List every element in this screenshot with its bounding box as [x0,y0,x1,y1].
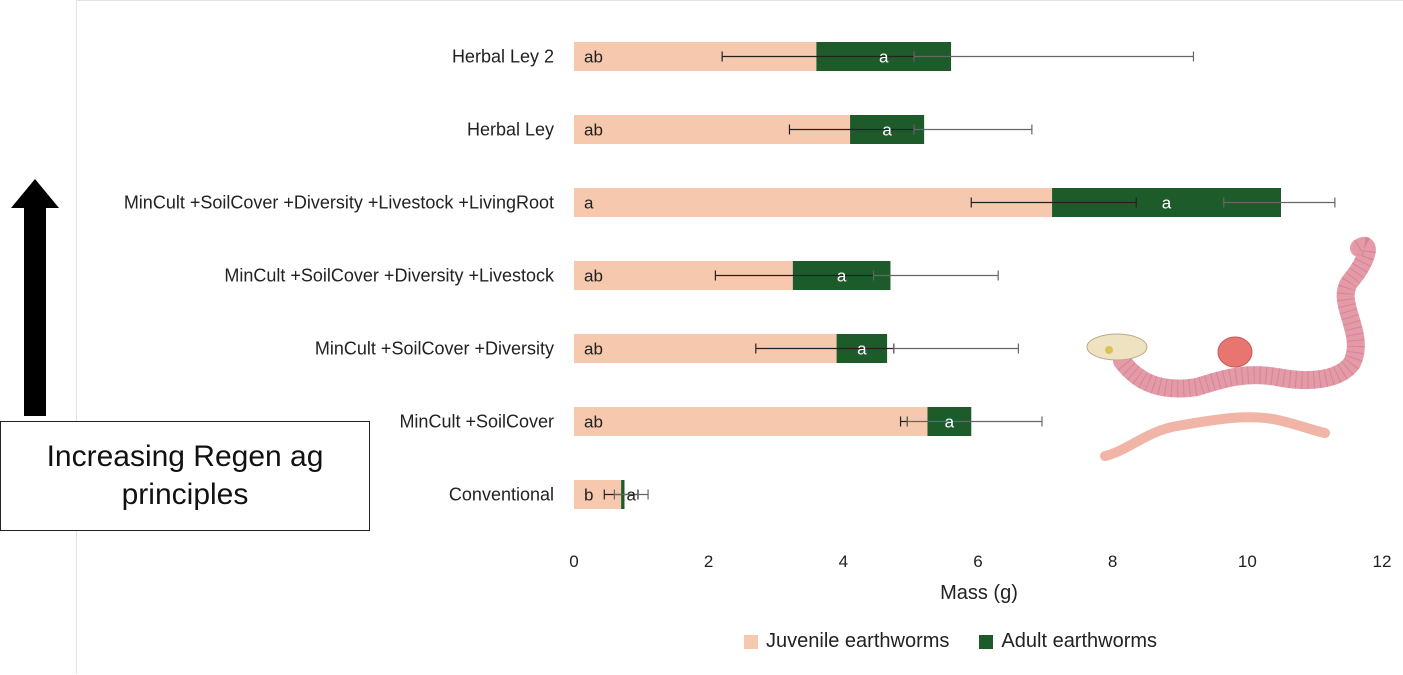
category-labels: Herbal Ley 2 Herbal Ley MinCult +SoilCover… [124,47,555,505]
letter-juvenile: ab [584,413,603,432]
letter-juvenile: ab [584,48,603,67]
letter-adult: a [882,121,892,140]
legend-item-adult: Adult earthworms [979,630,1157,653]
letter-adult: a [627,486,637,505]
x-tick-label: 4 [839,552,848,571]
letter-adult: a [879,48,889,67]
category-label: Conventional [449,485,554,505]
error-bar-juvenile [970,197,1137,208]
letter-juvenile: b [584,486,593,505]
x-tick-label: 0 [569,552,578,571]
increasing-arrow-icon [11,179,59,416]
error-bar-adult [893,343,1020,354]
error-bar-adult [873,270,999,281]
chart-frame: ab a ab a a a ab a ab a ab a b a Herbal Ley 2 Herbal L… [76,0,1403,674]
letter-juvenile: ab [584,267,603,286]
adult-earthworm-icon [1086,237,1376,398]
category-label: MinCult +SoilCover +Diversity [315,339,554,359]
x-tick-label: 8 [1108,552,1117,571]
error-bar-adult [913,51,1195,62]
legend-label-juvenile: Juvenile earthworms [766,630,950,652]
annotation-text: Increasing Regen ag principles [46,440,324,511]
letter-adult: a [1162,194,1172,213]
x-axis-label: Mass (g) [940,582,1018,604]
letter-adult: a [857,340,867,359]
letter-adult: a [945,413,955,432]
bar-juvenile [574,407,928,436]
error-bar-adult [913,124,1033,135]
error-bar-adult [1223,197,1336,208]
error-bar-adult [613,489,649,500]
earthworm-illustration [1086,237,1376,461]
x-tick-label: 2 [704,552,713,571]
legend-swatch-juvenile [744,634,758,649]
letter-juvenile: ab [584,340,603,359]
letter-juvenile: a [584,194,594,213]
category-label: MinCult +SoilCover [399,412,554,432]
letter-juvenile: ab [584,121,603,140]
juvenile-earthworm-icon [1100,412,1330,461]
x-tick-label: 10 [1238,552,1257,571]
legend-label-adult: Adult earthworms [1001,630,1158,652]
significance-letters-layer: ab aab aa aab aab aab ab a [584,48,1172,505]
x-tick-label: 6 [973,552,982,571]
annotation-box: Increasing Regen ag principles [0,421,370,531]
x-tick-label: 12 [1373,552,1392,571]
error-bars-layer [603,51,1336,500]
letter-adult: a [837,267,847,286]
category-label: Herbal Ley 2 [452,47,554,67]
category-label: MinCult +SoilCover +Diversity +Livestock… [124,193,554,213]
error-bar-adult [906,416,1043,427]
x-tick-labels: 0 2 4 6 8 10 12 [569,552,1391,571]
legend-item-juvenile: Juvenile earthworms [744,630,949,653]
category-label: Herbal Ley [467,120,554,140]
legend-swatch-adult [979,634,994,649]
legend: Juvenile earthworms Adult earthworms [744,630,1187,653]
category-label: MinCult +SoilCover +Diversity +Livestock [224,266,555,286]
